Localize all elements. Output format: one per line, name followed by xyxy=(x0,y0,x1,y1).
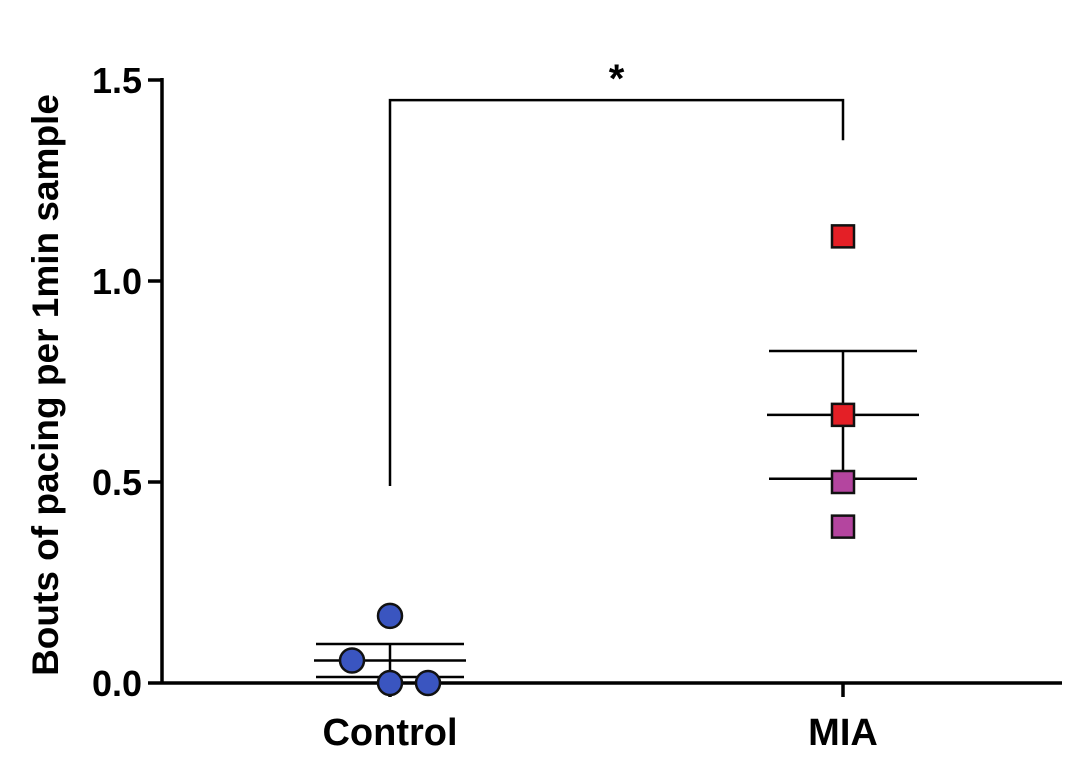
data-point-square xyxy=(830,224,856,249)
y-tick-label: 1.5 xyxy=(92,60,142,101)
data-point-square xyxy=(830,514,856,539)
significance-bracket-line xyxy=(388,98,845,487)
data-points xyxy=(338,224,856,697)
x-category-labels: Control MIA xyxy=(322,683,878,754)
y-tick-label: 0.5 xyxy=(92,462,142,503)
data-point-square xyxy=(830,402,856,428)
mean-sem-bars xyxy=(314,349,919,679)
significance-bracket: * xyxy=(388,57,845,487)
y-ticks: 0.0 0.5 1.0 1.5 xyxy=(92,60,162,704)
y-tick-label: 1.0 xyxy=(92,261,142,302)
data-point-circle xyxy=(414,669,442,697)
x-category-label: Control xyxy=(322,712,457,754)
x-category-label: MIA xyxy=(808,712,878,754)
axes xyxy=(160,78,1062,685)
data-point-square xyxy=(830,469,856,495)
data-point-circle xyxy=(338,647,366,674)
data-point-circle xyxy=(376,602,404,630)
significance-label: * xyxy=(609,57,625,101)
y-tick-label: 0.0 xyxy=(92,663,142,704)
y-axis-title: Bouts of pacing per 1min sample xyxy=(25,94,66,676)
data-point-circle xyxy=(376,669,404,697)
